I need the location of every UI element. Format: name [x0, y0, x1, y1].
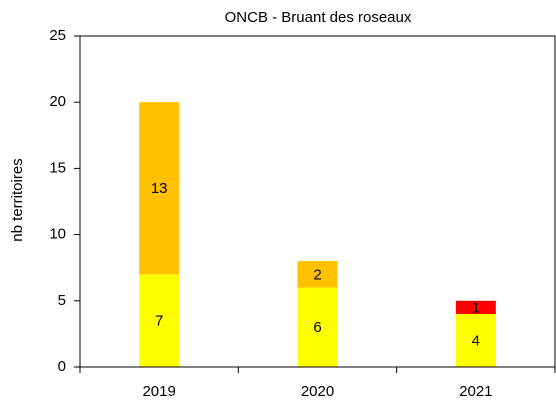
y-tick-label: 5 — [58, 292, 66, 309]
x-tick-label: 2019 — [142, 383, 175, 400]
y-axis-label: nb territoires — [9, 158, 26, 241]
data-label: 1 — [472, 299, 480, 316]
y-tick-label: 25 — [49, 27, 66, 44]
data-label: 13 — [151, 180, 168, 197]
x-tick-label: 2020 — [301, 383, 334, 400]
data-label: 6 — [313, 319, 321, 336]
bar-segment — [297, 261, 338, 288]
bar-segment — [139, 102, 180, 275]
x-tick-label: 2021 — [459, 383, 492, 400]
bar-segment — [297, 287, 338, 367]
bar-segment — [455, 314, 496, 367]
y-tick-label: 0 — [58, 358, 66, 375]
y-tick-label: 20 — [49, 93, 66, 110]
data-label: 4 — [472, 332, 480, 349]
bar-segment — [455, 300, 496, 315]
chart-title: ONCB - Bruant des roseaux — [225, 9, 412, 26]
bar-segment — [139, 274, 180, 367]
data-label: 7 — [155, 313, 163, 330]
plot-frame — [79, 35, 556, 368]
data-label: 2 — [313, 266, 321, 283]
y-tick-label: 10 — [49, 226, 66, 243]
y-tick-label: 15 — [49, 159, 66, 176]
